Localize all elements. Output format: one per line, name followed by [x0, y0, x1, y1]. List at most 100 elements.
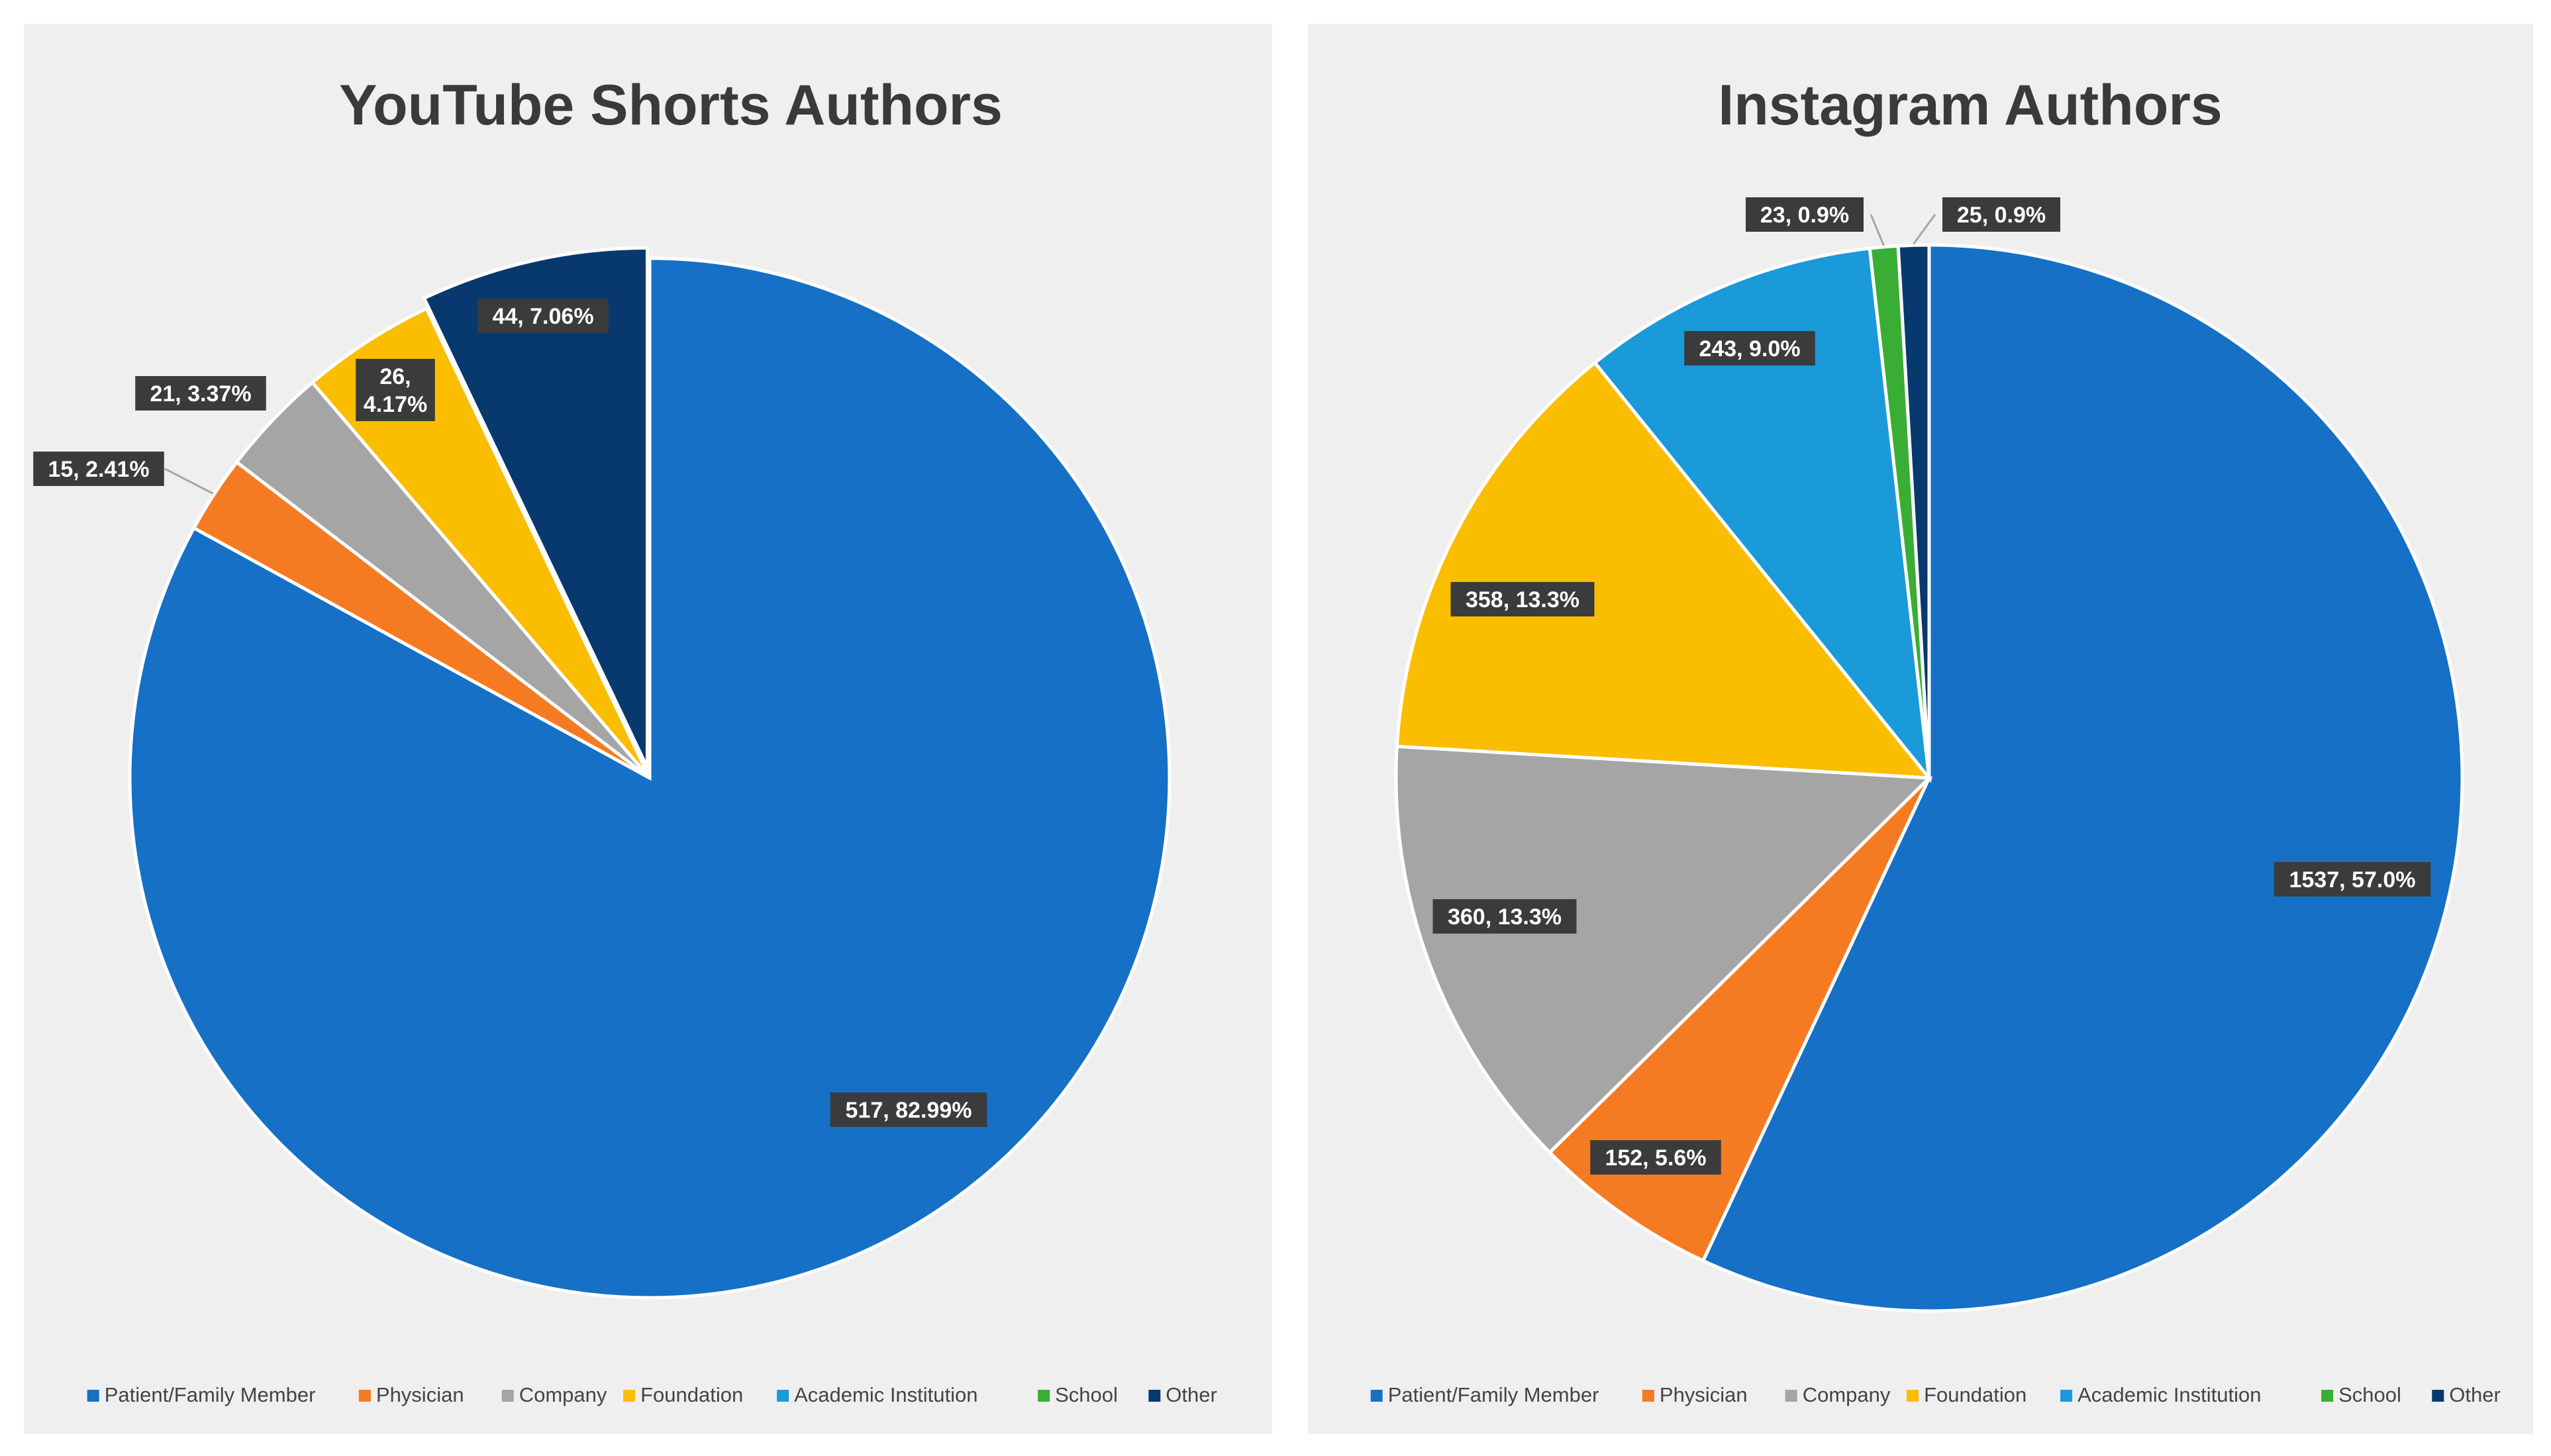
youtube-data-label-other: 44, 7.06% [477, 299, 609, 333]
instagram-data-label-physician: 152, 5.6% [1590, 1140, 1721, 1175]
youtube-data-label-physician: 15, 2.41% [33, 452, 214, 495]
instagram-legend-item-company: Company [1785, 1383, 1891, 1406]
instagram-slice-physician [1547, 777, 1931, 1263]
youtube-legend-swatch-physician [358, 1390, 371, 1402]
youtube-legend-swatch-school [1038, 1390, 1050, 1402]
instagram-pie-chart: Instagram Authors 1537, 57.0% 152, 5.6% 36… [1370, 73, 2501, 1406]
instagram-leader-line-other [1913, 214, 1936, 245]
youtube-legend-label-academic-institution: Academic Institution [794, 1383, 977, 1406]
instagram-data-label-foundation: 358, 13.3% [1450, 582, 1595, 616]
instagram-legend-item-physician: Physician [1642, 1383, 1748, 1406]
instagram-data-label-box-company [1432, 899, 1577, 934]
youtube-legend-swatch-foundation [623, 1390, 636, 1402]
youtube-data-label-text-patient-family-member: 517, 82.99% [846, 1098, 972, 1123]
instagram-data-label-patient-family-member: 1537, 57.0% [2274, 862, 2431, 897]
instagram-slice-academic-institution [1592, 246, 1932, 784]
youtube-legend-swatch-patient-family-member [87, 1390, 99, 1402]
instagram-slice-other [1896, 243, 1931, 779]
youtube-data-label-box-company [135, 376, 266, 411]
instagram-data-label-box-physician [1590, 1140, 1721, 1175]
instagram-legend-label-foundation: Foundation [1924, 1383, 2026, 1406]
youtube-pie-slices [128, 246, 1172, 1300]
instagram-legend-label-physician: Physician [1660, 1383, 1748, 1406]
youtube-data-label-box-other [477, 299, 609, 333]
instagram-chart-title: Instagram Authors [1718, 73, 2222, 137]
instagram-data-label-text-school: 23, 0.9% [1760, 203, 1849, 228]
instagram-pie-slices [1394, 243, 2464, 1313]
instagram-data-label-school: 23, 0.9% [1746, 197, 1885, 246]
instagram-legend-swatch-foundation [1907, 1390, 1919, 1402]
instagram-leader-line-school [1870, 214, 1885, 246]
instagram-legend: Patient/Family Member Physician Company Fou… [1370, 1383, 2501, 1406]
youtube-legend-swatch-other [1148, 1390, 1161, 1402]
youtube-legend: Patient/Family Member Physician Company Fou… [87, 1383, 1217, 1406]
instagram-legend-item-academic-institution: Academic Institution [2060, 1383, 2262, 1406]
youtube-data-label-company: 21, 3.37% [135, 376, 266, 411]
youtube-legend-item-school: School [1038, 1383, 1118, 1406]
instagram-legend-item-foundation: Foundation [1907, 1383, 2026, 1406]
youtube-legend-label-foundation: Foundation [640, 1383, 743, 1406]
instagram-slice-patient-family-member [1701, 243, 2464, 1313]
youtube-legend-label-school: School [1055, 1383, 1118, 1406]
instagram-legend-swatch-academic-institution [2060, 1390, 2073, 1402]
instagram-data-label-text-physician: 152, 5.6% [1605, 1145, 1706, 1171]
youtube-data-label-box-foundation [356, 359, 435, 421]
instagram-slice-foundation [1395, 360, 1933, 780]
instagram-legend-label-patient-family-member: Patient/Family Member [1388, 1383, 1599, 1406]
youtube-data-labels: 517, 82.99% 15, 2.41% 21, 3.37% 26, 4.17% 44,… [33, 299, 987, 1127]
instagram-legend-label-company: Company [1803, 1383, 1891, 1406]
youtube-leader-line-physician [164, 467, 214, 495]
youtube-data-label-box-physician [33, 452, 164, 486]
instagram-data-label-box-other [1942, 197, 2060, 232]
instagram-legend-swatch-company [1785, 1390, 1797, 1402]
instagram-data-label-box-patient-family-member [2274, 862, 2431, 897]
youtube-legend-label-physician: Physician [376, 1383, 464, 1406]
youtube-data-label-patient-family-member: 517, 82.99% [830, 1092, 987, 1127]
instagram-data-label-box-school [1746, 197, 1864, 232]
instagram-legend-label-other: Other [2449, 1383, 2501, 1406]
instagram-data-label-company: 360, 13.3% [1432, 899, 1577, 934]
instagram-legend-swatch-other [2432, 1390, 2444, 1402]
youtube-legend-item-patient-family-member: Patient/Family Member [87, 1383, 316, 1406]
youtube-data-label-text-other: 44, 7.06% [492, 304, 593, 329]
youtube-data-label-foundation: 26, 4.17% [356, 359, 435, 421]
youtube-legend-item-company: Company [501, 1383, 607, 1406]
youtube-legend-label-company: Company [519, 1383, 607, 1406]
instagram-legend-swatch-physician [1642, 1390, 1654, 1402]
instagram-data-label-text-patient-family-member: 1537, 57.0% [2289, 867, 2416, 893]
youtube-legend-item-other: Other [1148, 1383, 1217, 1406]
youtube-data-label-text-foundation: 4.17% [364, 392, 427, 417]
youtube-data-label-text-company: 21, 3.37% [150, 381, 251, 407]
instagram-legend-item-other: Other [2432, 1383, 2501, 1406]
instagram-data-label-text-foundation: 358, 13.3% [1466, 587, 1579, 612]
youtube-legend-swatch-academic-institution [777, 1390, 789, 1402]
youtube-legend-item-foundation: Foundation [623, 1383, 743, 1406]
youtube-data-label-text-foundation: 26, [379, 364, 411, 389]
instagram-data-label-box-foundation [1450, 582, 1595, 616]
instagram-data-label-academic-institution: 243, 9.0% [1684, 331, 1815, 365]
youtube-data-label-text-physician: 15, 2.41% [48, 457, 149, 482]
instagram-slice-company [1394, 744, 1933, 1155]
instagram-data-label-box-academic-institution [1684, 331, 1815, 365]
youtube-legend-item-academic-institution: Academic Institution [777, 1383, 978, 1406]
youtube-legend-label-patient-family-member: Patient/Family Member [105, 1383, 316, 1406]
instagram-legend-item-patient-family-member: Patient/Family Member [1370, 1383, 1599, 1406]
instagram-data-label-text-other: 25, 0.9% [1957, 203, 2046, 228]
youtube-chart-title: YouTube Shorts Authors [339, 73, 1003, 137]
youtube-data-label-box-patient-family-member [830, 1092, 987, 1127]
instagram-legend-swatch-patient-family-member [1370, 1390, 1383, 1402]
instagram-legend-swatch-school [2321, 1390, 2334, 1402]
instagram-legend-item-school: School [2321, 1383, 2401, 1406]
youtube-legend-label-other: Other [1166, 1383, 1217, 1406]
youtube-legend-swatch-company [501, 1390, 514, 1402]
instagram-data-labels: 1537, 57.0% 152, 5.6% 360, 13.3% 358, 13.3%… [1432, 197, 2431, 1175]
youtube-slice-foundation [310, 306, 652, 779]
instagram-legend-label-academic-institution: Academic Institution [2077, 1383, 2261, 1406]
youtube-shorts-pie-chart: YouTube Shorts Authors 517, 82.99% 15, 2.… [33, 73, 1217, 1406]
instagram-data-label-text-academic-institution: 243, 9.0% [1699, 336, 1800, 362]
youtube-slice-other [422, 246, 649, 769]
youtube-legend-item-physician: Physician [358, 1383, 464, 1406]
instagram-data-label-text-company: 360, 13.3% [1448, 904, 1562, 930]
instagram-data-label-other: 25, 0.9% [1913, 197, 2060, 245]
